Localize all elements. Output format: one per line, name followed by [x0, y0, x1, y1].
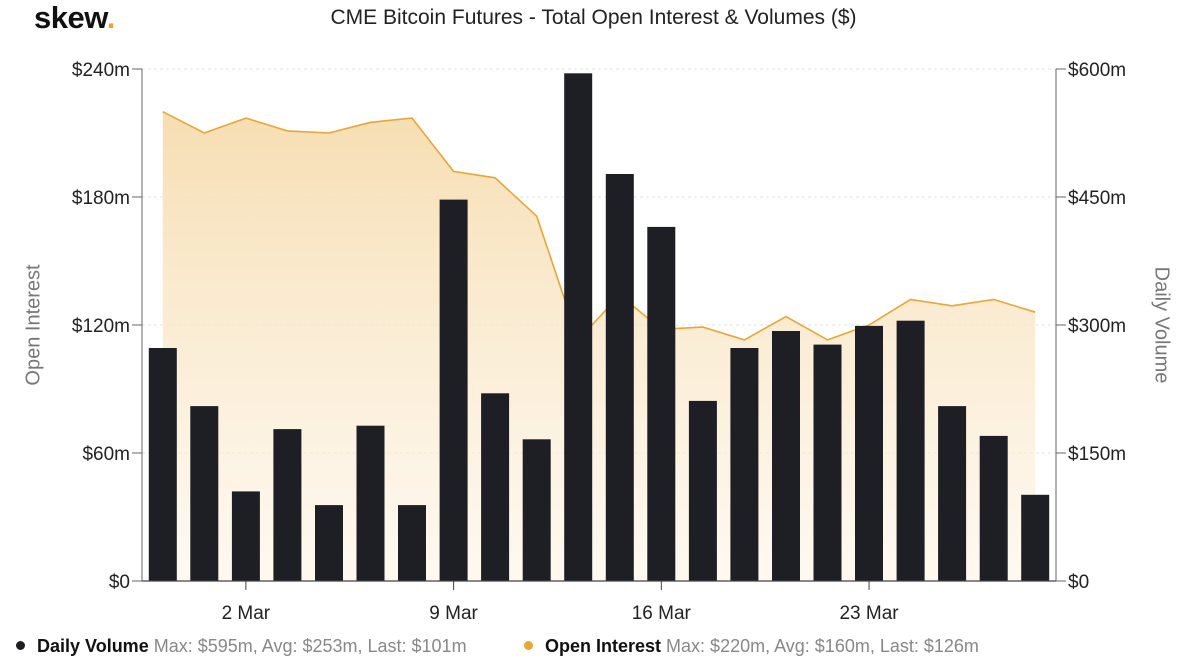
volume-bar [398, 505, 426, 581]
legend-stats: Max: $595m, Avg: $253m, Last: $101m [153, 636, 467, 656]
volume-bar [688, 400, 717, 581]
volume-bar [315, 505, 343, 581]
axes: $0 $0 $60m $150m $120m $300m $180m $450m $240m $6… [72, 60, 1126, 624]
volume-bar [231, 491, 260, 581]
right-tick-label: $300m [1068, 316, 1126, 337]
legend-name: Daily Volume [37, 636, 149, 656]
x-tick-label: 23 Mar [839, 603, 899, 624]
legend-item-open-interest[interactable]: Open Interest Max: $220m, Avg: $160m, La… [524, 636, 979, 657]
volume-bar [522, 439, 551, 581]
legend-marker-daily-volume [16, 641, 25, 650]
volume-bar [148, 348, 177, 581]
volume-bar [190, 406, 219, 581]
open-interest-line [162, 110, 1036, 342]
volume-bar [813, 344, 842, 581]
volume-bar [564, 73, 593, 582]
volume-bar [647, 226, 676, 581]
x-tick-label: 2 Mar [222, 603, 271, 624]
skew-logo: skew. [34, 0, 115, 35]
x-tick-label: 9 Mar [429, 603, 478, 624]
right-tick-label: $600m [1068, 60, 1126, 81]
right-tick-label: $0 [1068, 572, 1089, 593]
left-tick-label: $120m [72, 316, 130, 337]
volume-bar [896, 320, 925, 581]
legend-item-daily-volume[interactable]: Daily Volume Max: $595m, Avg: $253m, Las… [16, 636, 467, 657]
left-tick-label: $60m [82, 444, 130, 465]
volume-bars [148, 73, 1050, 582]
right-tick-label: $450m [1068, 188, 1126, 209]
volume-bar [979, 435, 1008, 581]
volume-bar [605, 174, 634, 581]
volume-bar [855, 325, 883, 581]
volume-bar [730, 348, 759, 581]
legend-marker-open-interest [524, 641, 533, 650]
volume-bar [938, 406, 967, 581]
legend-stats: Max: $220m, Avg: $160m, Last: $126m [666, 636, 979, 656]
volume-bar [481, 393, 510, 581]
legend-name: Open Interest [545, 636, 662, 656]
volume-bar [772, 331, 800, 581]
volume-bar [439, 199, 468, 581]
chart-title: CME Bitcoin Futures - Total Open Interes… [330, 6, 857, 29]
volume-bar [1021, 494, 1050, 581]
left-tick-label: $0 [109, 572, 130, 593]
left-tick-label: $240m [72, 60, 130, 81]
x-tick-label: 16 Mar [632, 603, 692, 624]
volume-bar [273, 429, 302, 581]
right-axis-title: Daily Volume [1150, 266, 1173, 384]
left-tick-label: $180m [72, 188, 130, 209]
right-tick-label: $150m [1068, 444, 1126, 465]
left-axis-title: Open Interest [22, 264, 45, 386]
volume-bar [356, 425, 385, 581]
